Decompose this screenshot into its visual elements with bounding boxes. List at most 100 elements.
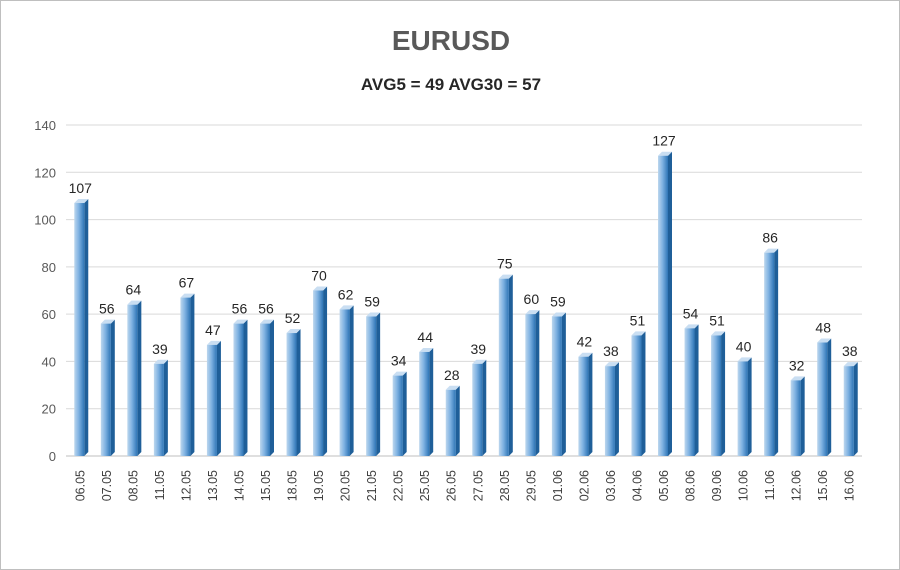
bar-top bbox=[684, 324, 699, 329]
x-tick-label: 28.05 bbox=[498, 470, 512, 501]
x-tick-label: 04.06 bbox=[630, 470, 644, 501]
bar bbox=[313, 286, 328, 456]
data-label: 48 bbox=[815, 320, 831, 336]
bar-top bbox=[286, 329, 301, 334]
bar bbox=[498, 274, 513, 456]
x-tick-label: 12.06 bbox=[790, 470, 804, 501]
bar-front bbox=[764, 252, 775, 456]
data-label: 28 bbox=[444, 367, 460, 383]
bar bbox=[631, 331, 646, 456]
bar bbox=[604, 362, 619, 456]
x-tick-label: 11.06 bbox=[763, 470, 777, 500]
bar-top bbox=[790, 376, 805, 381]
bar-top bbox=[419, 347, 434, 352]
x-tick-label: 22.05 bbox=[392, 470, 406, 501]
data-label: 40 bbox=[736, 338, 752, 354]
data-label: 56 bbox=[99, 301, 115, 317]
bar bbox=[711, 331, 726, 456]
bar bbox=[260, 319, 274, 456]
bar-front bbox=[339, 309, 350, 456]
bar-side bbox=[349, 305, 354, 456]
bar-front bbox=[790, 380, 801, 456]
data-label: 42 bbox=[577, 334, 593, 350]
x-tick-label: 02.06 bbox=[577, 470, 591, 501]
bar-side bbox=[508, 274, 513, 456]
bar-side bbox=[588, 352, 593, 456]
bar-top bbox=[817, 338, 832, 343]
bar-top bbox=[366, 312, 381, 317]
x-tick-label: 05.06 bbox=[657, 470, 671, 501]
bar bbox=[100, 319, 115, 456]
x-tick-label: 09.06 bbox=[710, 470, 724, 501]
bar-front bbox=[419, 351, 430, 456]
data-label: 59 bbox=[364, 294, 380, 310]
y-tick-label: 80 bbox=[42, 260, 56, 275]
bar-side bbox=[429, 347, 434, 456]
bar-front bbox=[684, 328, 695, 456]
bar-front bbox=[206, 344, 217, 456]
bar-side bbox=[402, 371, 407, 456]
bar-front bbox=[711, 335, 722, 456]
data-label: 59 bbox=[550, 294, 566, 310]
bar-side bbox=[853, 362, 858, 456]
bar-front bbox=[498, 278, 509, 456]
bar-front bbox=[631, 335, 642, 456]
bar-front bbox=[180, 297, 191, 456]
bar-top bbox=[313, 286, 328, 291]
bar-front bbox=[737, 361, 748, 456]
bar-front bbox=[313, 290, 324, 456]
bar bbox=[366, 312, 381, 456]
x-tick-label: 07.05 bbox=[100, 470, 114, 501]
x-tick-label: 18.05 bbox=[286, 470, 300, 501]
x-tick-label: 20.05 bbox=[339, 470, 353, 501]
bar-top bbox=[764, 248, 779, 253]
bar-front bbox=[286, 333, 297, 456]
bar bbox=[392, 371, 407, 456]
bar-side bbox=[827, 338, 832, 456]
bar-top bbox=[578, 352, 593, 357]
data-label: 52 bbox=[285, 310, 301, 326]
x-tick-label: 19.05 bbox=[312, 470, 326, 501]
bar bbox=[658, 151, 672, 456]
bar-top bbox=[525, 310, 540, 315]
bar bbox=[445, 385, 460, 456]
bar-side bbox=[296, 329, 301, 456]
y-tick-label: 60 bbox=[42, 307, 56, 322]
bar-side bbox=[535, 310, 540, 456]
x-tick-label: 03.06 bbox=[604, 470, 618, 501]
data-label: 67 bbox=[179, 275, 195, 291]
bar-top bbox=[604, 362, 619, 367]
bar-front bbox=[153, 363, 164, 456]
bar-front bbox=[233, 323, 244, 456]
bar-side bbox=[137, 300, 142, 456]
bar-side bbox=[668, 151, 672, 456]
data-label: 44 bbox=[417, 329, 433, 345]
data-label: 54 bbox=[683, 305, 699, 321]
bar-front bbox=[472, 363, 483, 456]
data-label: 70 bbox=[311, 268, 327, 284]
bar-front bbox=[843, 366, 854, 456]
bar-top bbox=[392, 371, 407, 376]
bar-front bbox=[127, 304, 138, 456]
data-label: 38 bbox=[603, 343, 619, 359]
x-tick-label: 27.05 bbox=[471, 470, 485, 501]
x-tick-label: 01.06 bbox=[551, 470, 565, 501]
bar-side bbox=[455, 385, 460, 456]
bar bbox=[180, 293, 195, 456]
data-label: 34 bbox=[391, 353, 407, 369]
bar-side bbox=[721, 331, 726, 456]
x-tick-label: 25.05 bbox=[418, 470, 432, 501]
x-tick-label: 21.05 bbox=[365, 470, 379, 501]
data-label: 39 bbox=[470, 341, 486, 357]
data-label: 75 bbox=[497, 256, 513, 272]
x-tick-label: 08.06 bbox=[684, 470, 698, 501]
bar-top bbox=[74, 199, 89, 204]
bar-top bbox=[658, 151, 672, 156]
bar-top bbox=[472, 359, 487, 364]
bar-side bbox=[376, 312, 381, 456]
data-label: 38 bbox=[842, 343, 858, 359]
bar bbox=[127, 300, 142, 456]
bar bbox=[764, 248, 779, 456]
bar-top bbox=[445, 385, 460, 390]
